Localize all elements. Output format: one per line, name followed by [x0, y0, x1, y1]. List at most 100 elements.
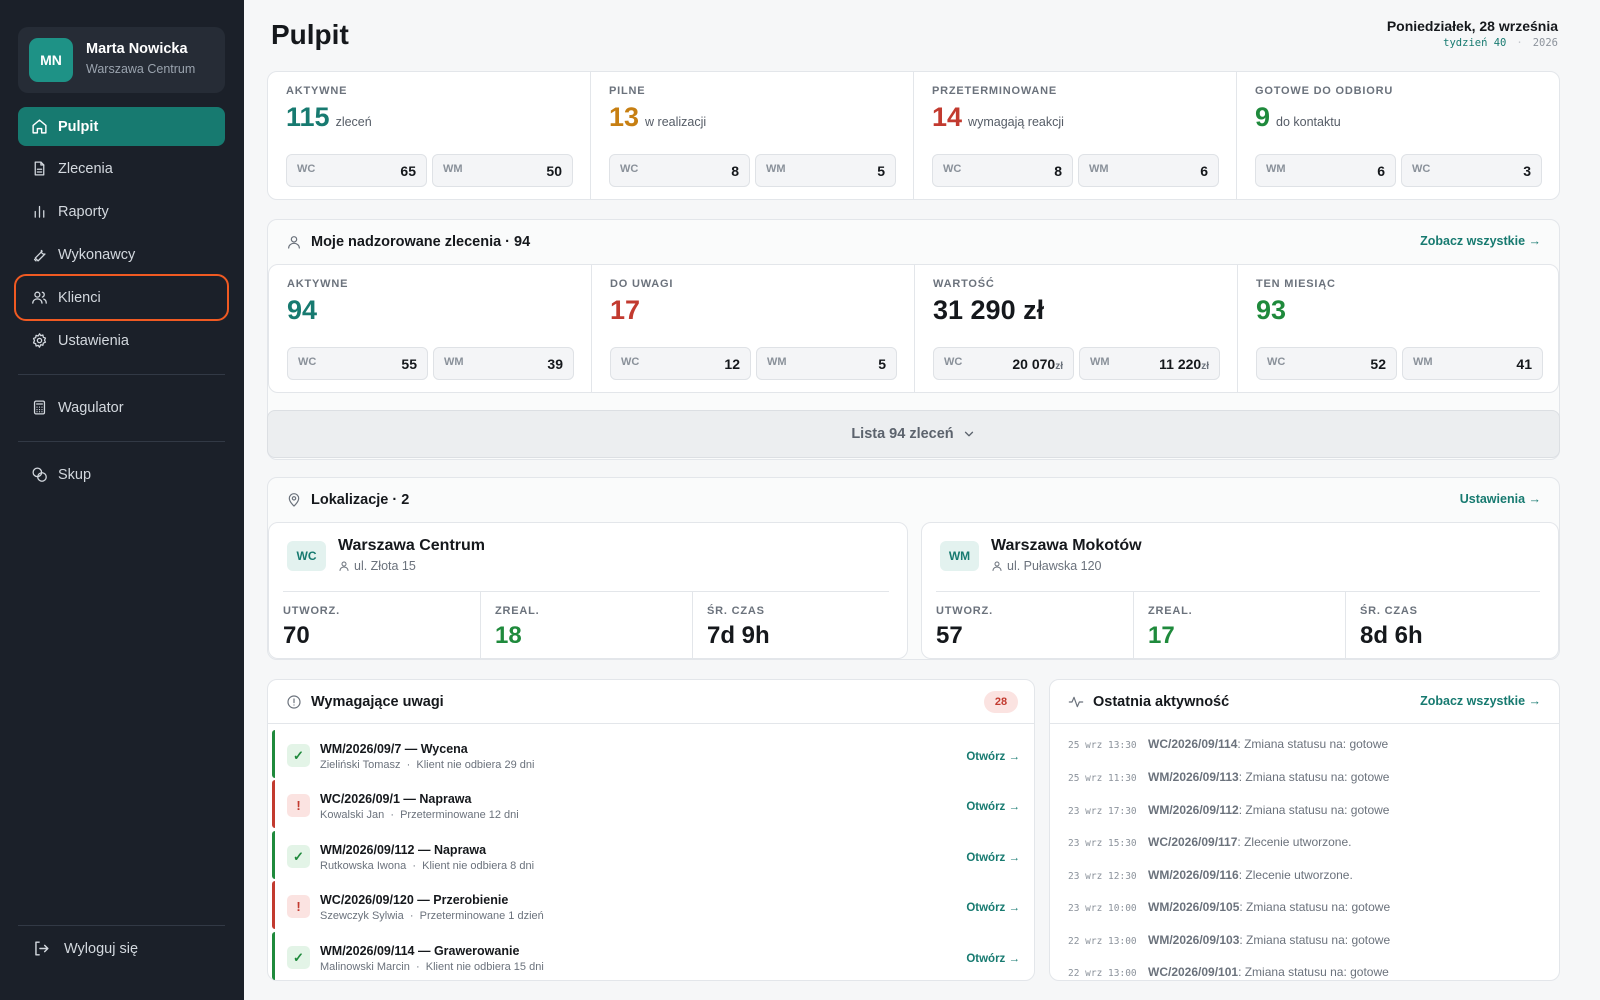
location-pill[interactable]: WM 50 — [432, 154, 573, 187]
warning-icon: ! — [287, 794, 310, 817]
client-name: Szewczyk Sylwia — [320, 910, 404, 922]
gear-icon — [32, 333, 47, 348]
attention-item[interactable]: ! WC/2026/09/1 — Naprawa Kowalski Jan · … — [272, 780, 1020, 828]
location-pill[interactable]: WM 41 — [1402, 347, 1543, 380]
stat-value: 7d 9h — [707, 622, 770, 649]
stat-gotowe[interactable]: GOTOWE DO ODBIORU 9 do kontaktu WM 6 WC 3 — [1237, 72, 1559, 199]
pill-key: WC — [943, 163, 962, 175]
user-location: Warszawa Centrum — [86, 62, 196, 76]
location-pill[interactable]: WC 55 — [287, 347, 428, 380]
sidebar-item-wagulator[interactable]: Wagulator — [18, 388, 225, 427]
location-pill[interactable]: WC 8 — [609, 154, 750, 187]
stat-pilne[interactable]: PILNE 13 w realizacji WC 8 WM 5 — [591, 72, 914, 199]
location-pill[interactable]: WC 12 — [610, 347, 751, 380]
stat-aktywne[interactable]: AKTYWNE 115 zleceń WC 65 WM 50 — [268, 72, 591, 199]
activity-item[interactable]: 23 wrz 17:30 WM/2026/09/112: Zmiana statu… — [1068, 803, 1549, 823]
location-stat-created: UTWORZ. 57 — [922, 592, 1134, 659]
pill-key: WM — [767, 356, 787, 368]
bar-chart-icon — [34, 205, 45, 218]
attention-item[interactable]: ! WC/2026/09/120 — Przerobienie Szewczyk… — [272, 881, 1020, 929]
section-header: Ostatnia aktywność — [1050, 680, 1559, 724]
activity-text: : Zmiana statusu na: gotowe — [1238, 803, 1390, 817]
client-name: Malinowski Marcin — [320, 961, 410, 973]
sidebar-item-label: Wykonawcy — [58, 246, 136, 263]
stat-unit: zleceń — [335, 115, 372, 129]
location-pill[interactable]: WM 5 — [756, 347, 897, 380]
location-name: Warszawa Centrum — [338, 537, 485, 554]
address-text: ul. Złota 15 — [354, 559, 416, 573]
order-meta: Zieliński Tomasz · Klient nie odbiera 29… — [320, 759, 534, 771]
separator-dot: · — [1516, 37, 1523, 49]
open-link[interactable]: Otwórz → — [966, 852, 1020, 864]
activity-item[interactable]: 25 wrz 13:30 WC/2026/09/114: Zmiana statu… — [1068, 737, 1549, 757]
location-pill[interactable]: WM 11 220zł — [1079, 347, 1220, 380]
location-card-wc[interactable]: WC Warszawa Centrum ul. Złota 15 UTWORZ.… — [268, 522, 908, 659]
stat-aktywne[interactable]: AKTYWNE 94 WC 55 WM 39 — [269, 265, 592, 392]
location-pill[interactable]: WC 65 — [286, 154, 427, 187]
users-icon — [32, 291, 47, 304]
order-note: Klient nie odbiera 15 dni — [425, 961, 544, 973]
pill-key: WC — [298, 356, 317, 368]
stat-wartosc[interactable]: WARTOŚĆ 31 290 zł WC 20 070zł WM 11 220zł — [915, 265, 1238, 392]
location-pill[interactable]: WC 20 070zł — [933, 347, 1074, 380]
expand-order-list-button[interactable]: Lista 94 zleceń — [267, 410, 1560, 458]
location-pill[interactable]: WM 6 — [1078, 154, 1219, 187]
pill-value: 55 — [401, 356, 417, 372]
list-button-label: Lista 94 zleceń — [851, 426, 954, 442]
location-pill[interactable]: WC 3 — [1401, 154, 1542, 187]
address-text: ul. Puławska 120 — [1007, 559, 1102, 573]
location-pill[interactable]: WM 6 — [1255, 154, 1396, 187]
location-settings-link[interactable]: Ustawienia → — [1459, 492, 1541, 506]
sidebar-item-ustawienia[interactable]: Ustawienia — [18, 321, 225, 360]
sidebar-item-pulpit[interactable]: Pulpit — [18, 107, 225, 146]
location-pill[interactable]: WM 39 — [433, 347, 574, 380]
stat-ten-miesiac[interactable]: TEN MIESIĄC 93 WC 52 WM 41 — [1238, 265, 1560, 392]
activity-item[interactable]: 23 wrz 15:30 WC/2026/09/117: Zlecenie utw… — [1068, 835, 1549, 855]
activity-item[interactable]: 22 wrz 13:00 WC/2026/09/101: Zmiana statu… — [1068, 965, 1549, 980]
sidebar-item-zlecenia[interactable]: Zlecenia — [18, 149, 225, 188]
pill-amount: 11 220 — [1159, 356, 1202, 372]
activity-order-id: WC/2026/09/101 — [1148, 965, 1239, 979]
logout-button[interactable]: Wyloguj się — [18, 929, 225, 968]
see-all-link[interactable]: Zobacz wszystkie → — [1420, 694, 1541, 708]
activity-time: 22 wrz 13:00 — [1068, 936, 1137, 947]
client-name: Rutkowska Iwona — [320, 860, 407, 872]
stat-number: 9 — [1255, 102, 1271, 132]
open-link[interactable]: Otwórz → — [966, 902, 1020, 914]
attention-item[interactable]: ✓ WM/2026/09/7 — Wycena Zieliński Tomasz… — [272, 730, 1020, 778]
current-date: Poniedziałek, 28 września — [1386, 18, 1558, 34]
open-link[interactable]: Otwórz → — [966, 751, 1020, 763]
user-card[interactable]: MN Marta Nowicka Warszawa Centrum — [18, 27, 225, 93]
attention-item[interactable]: ✓ WM/2026/09/114 — Grawerowanie Malinows… — [272, 932, 1020, 980]
location-pill[interactable]: WM 5 — [755, 154, 896, 187]
location-pill[interactable]: WC 52 — [1256, 347, 1397, 380]
stat-przeterminowane[interactable]: PRZETERMINOWANE 14 wymagają reakcji WC 8 W… — [914, 72, 1237, 199]
activity-item[interactable]: 25 wrz 11:30 WM/2026/09/113: Zmiana statu… — [1068, 770, 1549, 790]
activity-item[interactable]: 23 wrz 10:00 WM/2026/09/105: Zmiana statu… — [1068, 900, 1549, 920]
stat-do-uwagi[interactable]: DO UWAGI 17 WC 12 WM 5 — [592, 265, 915, 392]
sidebar-item-wykonawcy[interactable]: Wykonawcy — [18, 235, 225, 274]
open-link[interactable]: Otwórz → — [966, 801, 1020, 813]
see-all-link[interactable]: Zobacz wszystkie → — [1420, 234, 1541, 248]
pill-value: 5 — [877, 163, 885, 179]
open-link[interactable]: Otwórz → — [966, 953, 1020, 965]
sidebar-item-label: Wagulator — [58, 399, 124, 416]
activity-item[interactable]: 22 wrz 13:00 WM/2026/09/103: Zmiana statu… — [1068, 933, 1549, 953]
document-icon — [34, 161, 45, 176]
sidebar-item-raporty[interactable]: Raporty — [18, 192, 225, 231]
activity-order-id: WM/2026/09/116 — [1148, 868, 1239, 882]
week-info: tydzień 40 · 2026 — [1443, 37, 1558, 49]
attention-item[interactable]: ✓ WM/2026/09/112 — Naprawa Rutkowska Iwo… — [272, 831, 1020, 879]
warning-icon: ! — [287, 895, 310, 918]
location-card-wm[interactable]: WM Warszawa Mokotów ul. Puławska 120 UTW… — [921, 522, 1559, 659]
activity-item[interactable]: 23 wrz 12:30 WM/2026/09/116: Zlecenie utw… — [1068, 868, 1549, 888]
sidebar-item-klienci[interactable]: Klienci — [14, 274, 229, 321]
stat-number: 17 — [610, 295, 641, 325]
order-note: Przeterminowane 12 dni — [400, 809, 519, 821]
location-pill[interactable]: WC 8 — [932, 154, 1073, 187]
order-note: Klient nie odbiera 29 dni — [416, 759, 535, 771]
stat-label: WARTOŚĆ — [933, 278, 995, 290]
user-name: Marta Nowicka — [86, 41, 188, 57]
sidebar-item-skup[interactable]: Skup — [18, 455, 225, 494]
check-icon: ✓ — [287, 744, 310, 767]
